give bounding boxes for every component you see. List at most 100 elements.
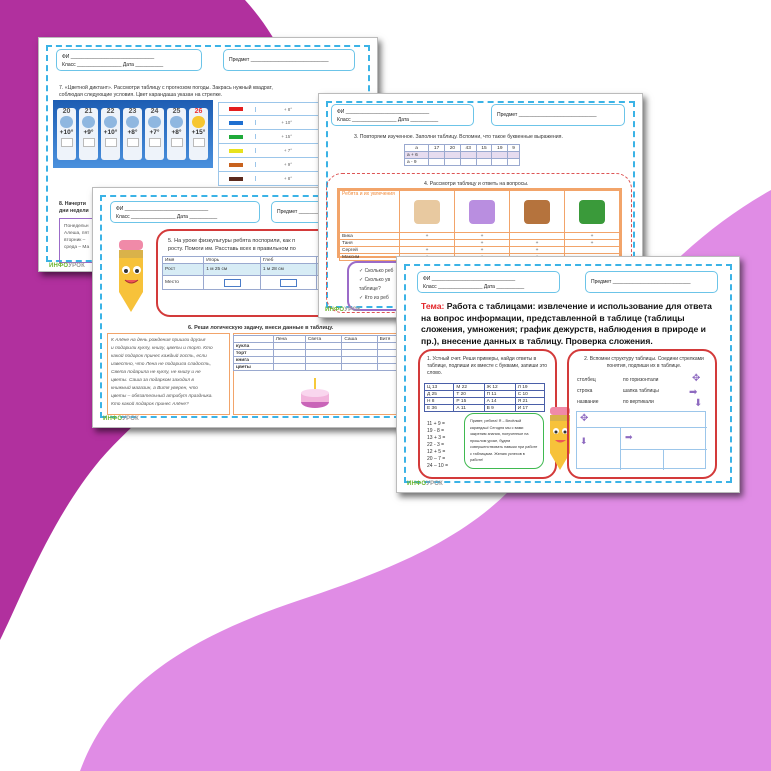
mark-cell bbox=[509, 232, 565, 240]
cross-arrows-icon: ✥ bbox=[692, 373, 701, 384]
hobby-icon-cell bbox=[454, 190, 510, 233]
color-square[interactable] bbox=[60, 138, 73, 147]
a-value-cell: 19 bbox=[491, 144, 509, 152]
table-row: Лена Света Саша Витя bbox=[233, 335, 407, 343]
name-field[interactable]: ФИ ______________________________ bbox=[337, 109, 430, 115]
down-arrow-icon: ⬇ bbox=[694, 398, 703, 409]
task2-text: 2. Вспомни структуру таблицы. Соедини ст… bbox=[584, 356, 704, 369]
answer-cell bbox=[507, 151, 520, 159]
hobby-icon-cell bbox=[399, 190, 455, 233]
day-number: 23 bbox=[128, 108, 137, 115]
name-field[interactable]: ФИ ______________________________ bbox=[62, 54, 155, 60]
place-box bbox=[280, 278, 298, 287]
color-arrow-icon bbox=[229, 162, 243, 167]
name-field[interactable]: ФИ ______________________________ bbox=[423, 276, 516, 282]
subject-field[interactable]: Предмет ____________________________ bbox=[591, 279, 691, 285]
text-line: Алеша, пят bbox=[64, 231, 90, 236]
letter-cell: С 10 bbox=[514, 390, 546, 398]
temp-value: + 10° bbox=[255, 120, 295, 125]
weather-forecast-panel: 20 +10° 21 +9° 22 +10° 23 +8° 24 +7° 25 +8° 26 +15° bbox=[53, 100, 213, 168]
temp-value: + 7° bbox=[255, 148, 295, 153]
task5-text-2: росту. Помоги им. Расставь всех в правил… bbox=[168, 246, 296, 252]
question-line: ✓ Сколько реб bbox=[359, 268, 394, 274]
question-line: таблице? bbox=[359, 286, 381, 292]
pencil-mascot-icon bbox=[550, 407, 570, 470]
temperature: +15° bbox=[191, 129, 206, 136]
color-arrow-icon bbox=[229, 120, 243, 125]
term-left: строка bbox=[577, 388, 593, 394]
color-arrow-icon bbox=[229, 107, 243, 111]
color-square[interactable] bbox=[104, 138, 117, 147]
temperature: +7° bbox=[149, 129, 160, 136]
class-field[interactable]: Класс ________________ bbox=[62, 62, 122, 68]
gift-label: кукла bbox=[233, 342, 274, 350]
class-field[interactable]: Класс ________________ bbox=[116, 214, 176, 220]
color-square[interactable] bbox=[192, 138, 205, 147]
example: 12 + 5 = bbox=[427, 449, 446, 455]
gift-cell bbox=[341, 356, 378, 364]
a-value-cell: 43 bbox=[459, 144, 477, 152]
place-input[interactable] bbox=[203, 275, 261, 290]
letter-cell: И 17 bbox=[514, 404, 546, 412]
gift-cell bbox=[304, 349, 343, 357]
class-field[interactable]: Класс ________________ bbox=[337, 117, 397, 123]
weather-day-card: 24 +7° bbox=[145, 108, 164, 160]
infourok-logo: ИНФОУРОК bbox=[103, 416, 140, 422]
date-field[interactable]: Дата __________ bbox=[176, 214, 218, 220]
letter-cell: Я 21 bbox=[514, 397, 546, 405]
letter-cell: А 11 bbox=[453, 404, 485, 412]
table-row: кукла bbox=[233, 342, 407, 350]
term-right: шапка таблицы bbox=[623, 388, 659, 394]
mark-cell: + bbox=[509, 246, 565, 254]
answer-cell bbox=[443, 158, 461, 166]
gift-cell bbox=[304, 356, 343, 364]
class-field[interactable]: Класс ________________ bbox=[423, 284, 483, 290]
terms-right: по горизонтали шапка таблицы по вертикали bbox=[623, 375, 659, 408]
lavender-blob bbox=[80, 190, 771, 771]
flower-icon bbox=[579, 199, 605, 224]
place-input[interactable] bbox=[259, 275, 318, 290]
day-number: 20 bbox=[62, 108, 71, 115]
answer-cell bbox=[459, 158, 477, 166]
table-row: торт bbox=[233, 349, 407, 357]
arrow-row: + 15° bbox=[218, 130, 377, 144]
table-row: Вика + + + bbox=[339, 232, 620, 240]
task5-text: 5. На уроке физкультуры ребята поспорили… bbox=[168, 238, 296, 244]
hobby-icon-cell bbox=[509, 190, 565, 233]
table-row: Сергей + + + bbox=[339, 246, 620, 254]
name-field[interactable]: ФИ ______________________________ bbox=[116, 206, 209, 212]
cloud-icon bbox=[126, 116, 139, 128]
birthday-cake-icon bbox=[301, 378, 329, 408]
subject-field[interactable]: Предмет ____________________________ bbox=[497, 112, 597, 118]
date-field[interactable]: Дата __________ bbox=[122, 62, 164, 68]
date-field[interactable]: Дата __________ bbox=[397, 117, 439, 123]
gift-table: Лена Света Саша Витя кукла торт книга цветы bbox=[233, 335, 407, 371]
temp-value: + 9° bbox=[255, 162, 295, 167]
letter-cell: Ц 13 bbox=[423, 383, 455, 391]
table-row: книга bbox=[233, 356, 407, 364]
table-row: Таня + + + bbox=[339, 239, 620, 247]
color-square[interactable] bbox=[148, 138, 161, 147]
temperature: +10° bbox=[103, 129, 118, 136]
letter-cell: П 11 bbox=[483, 390, 516, 398]
color-square[interactable] bbox=[126, 138, 139, 147]
weather-day-card: 22 +10° bbox=[101, 108, 120, 160]
color-square[interactable] bbox=[82, 138, 95, 147]
subject-field[interactable]: Предмет ____________________________ bbox=[229, 57, 329, 63]
gift-cell bbox=[272, 349, 306, 357]
task8-text-2: дни недели bbox=[59, 208, 89, 214]
logic-story-box: К Алёне на день рождения пришли друзья и … bbox=[107, 333, 230, 415]
mark-cell bbox=[399, 239, 455, 247]
gift-label: книга bbox=[233, 356, 274, 364]
child-name: Максим bbox=[339, 253, 400, 261]
date-field[interactable]: Дата __________ bbox=[483, 284, 525, 290]
infourok-logo: ИНФОУРОК bbox=[49, 263, 86, 269]
day-number: 25 bbox=[172, 108, 181, 115]
color-square[interactable] bbox=[170, 138, 183, 147]
example: 19 - 8 = bbox=[427, 428, 445, 434]
table-row: a + 6 bbox=[403, 151, 520, 159]
answer-cell bbox=[428, 158, 445, 166]
header-cell: Имя bbox=[161, 256, 205, 264]
task3-text: 3. Повторяем изученное. Заполни таблицу.… bbox=[354, 134, 563, 140]
